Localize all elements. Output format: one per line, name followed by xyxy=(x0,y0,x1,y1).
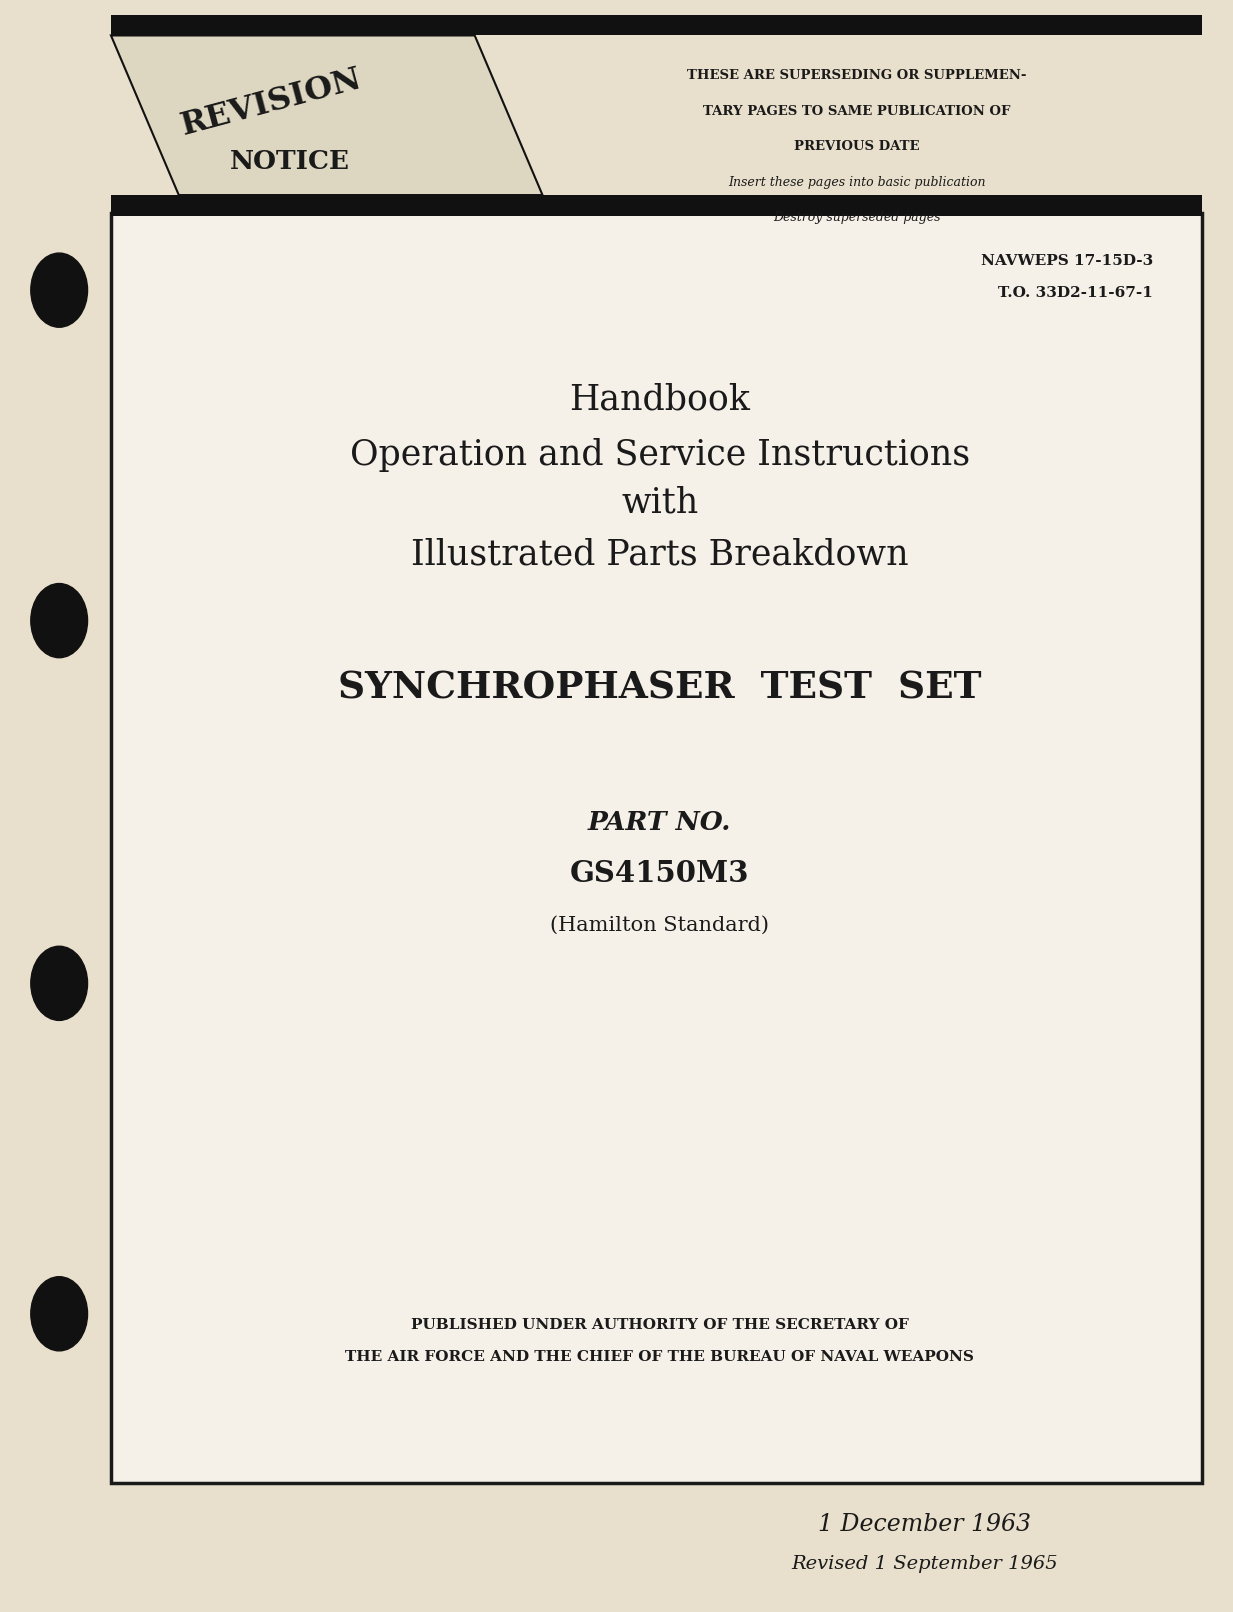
Text: NOTICE: NOTICE xyxy=(229,148,350,174)
Text: SYNCHROPHASER  TEST  SET: SYNCHROPHASER TEST SET xyxy=(338,671,981,706)
Circle shape xyxy=(31,946,88,1020)
Bar xyxy=(111,16,1202,218)
Text: Handbook: Handbook xyxy=(570,382,750,418)
Text: with: with xyxy=(621,485,698,521)
Text: T.O. 33D2-11-67-1: T.O. 33D2-11-67-1 xyxy=(997,287,1153,300)
Text: PART NO.: PART NO. xyxy=(588,809,731,835)
Text: PUBLISHED UNDER AUTHORITY OF THE SECRETARY OF: PUBLISHED UNDER AUTHORITY OF THE SECRETA… xyxy=(411,1319,909,1332)
Bar xyxy=(111,213,1202,1483)
Text: Insert these pages into basic publication: Insert these pages into basic publicatio… xyxy=(729,176,985,189)
Text: Revised 1 September 1965: Revised 1 September 1965 xyxy=(792,1554,1058,1573)
Text: Illustrated Parts Breakdown: Illustrated Parts Breakdown xyxy=(411,537,909,572)
Text: REVISION: REVISION xyxy=(178,64,365,142)
Text: TARY PAGES TO SAME PUBLICATION OF: TARY PAGES TO SAME PUBLICATION OF xyxy=(703,105,1011,118)
Text: (Hamilton Standard): (Hamilton Standard) xyxy=(550,916,769,935)
Text: Destroy superseded pages: Destroy superseded pages xyxy=(773,211,941,224)
Text: GS4150M3: GS4150M3 xyxy=(570,859,750,888)
Circle shape xyxy=(31,253,88,327)
Bar xyxy=(111,15,1202,35)
Bar xyxy=(111,195,1202,216)
Text: 1 December 1963: 1 December 1963 xyxy=(819,1514,1031,1536)
Text: NAVWEPS 17-15D-3: NAVWEPS 17-15D-3 xyxy=(980,255,1153,268)
Circle shape xyxy=(31,1277,88,1351)
Text: Operation and Service Instructions: Operation and Service Instructions xyxy=(350,437,969,472)
Text: THESE ARE SUPERSEDING OR SUPPLEMEN-: THESE ARE SUPERSEDING OR SUPPLEMEN- xyxy=(687,69,1027,82)
Text: THE AIR FORCE AND THE CHIEF OF THE BUREAU OF NAVAL WEAPONS: THE AIR FORCE AND THE CHIEF OF THE BUREA… xyxy=(345,1351,974,1364)
Polygon shape xyxy=(111,35,543,195)
Circle shape xyxy=(31,584,88,658)
Text: PREVIOUS DATE: PREVIOUS DATE xyxy=(794,140,920,153)
